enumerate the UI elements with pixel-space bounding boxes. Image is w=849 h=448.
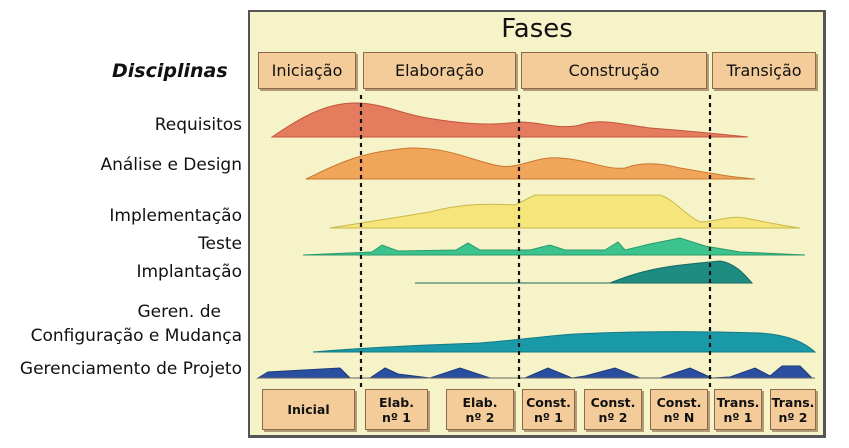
curve-requisitos [270,102,749,138]
curve-gerenciamento-configuracao [312,331,817,353]
iteration-const-1: Const. nº 1 [522,389,575,430]
iteration-inicial: Inicial [262,389,355,430]
iteration-const-2: Const. nº 2 [584,389,642,430]
curve-gerenciamento-projeto [256,365,814,379]
iteration-elab-1: Elab. nº 1 [365,389,428,430]
iteration-const-n: Const. nº N [650,389,708,430]
curve-teste [302,237,806,256]
discipline-label-implementacao: Implementação [109,206,242,226]
phase-iniciacao: Iniciação [258,52,356,89]
discipline-label-analise-design: Análise e Design [100,155,242,175]
discipline-label-gerenciamento-projeto: Gerenciamento de Projeto [19,359,242,379]
iteration-elab-2: Elab. nº 2 [446,389,514,430]
discipline-label-gcm-line1: Geren. de [137,302,221,322]
diagram-title: Fases [501,14,573,44]
iteration-trans-1: Trans. nº 1 [714,389,762,430]
curve-analise-design [305,147,756,180]
discipline-label-requisitos: Requisitos [154,115,242,135]
curve-implantacao [415,260,754,284]
discipline-label-gcm-line2: Configuração e Mudança [30,326,242,346]
iteration-trans-2: Trans. nº 2 [770,389,816,430]
disciplines-heading: Disciplinas [112,60,228,82]
phase-construcao: Construção [521,52,707,89]
discipline-label-teste: Teste [198,234,242,254]
discipline-label-implantacao: Implantação [136,262,242,282]
curve-implementacao [329,194,801,229]
phase-elaboracao: Elaboração [363,52,516,89]
phase-transicao: Transição [712,52,816,89]
